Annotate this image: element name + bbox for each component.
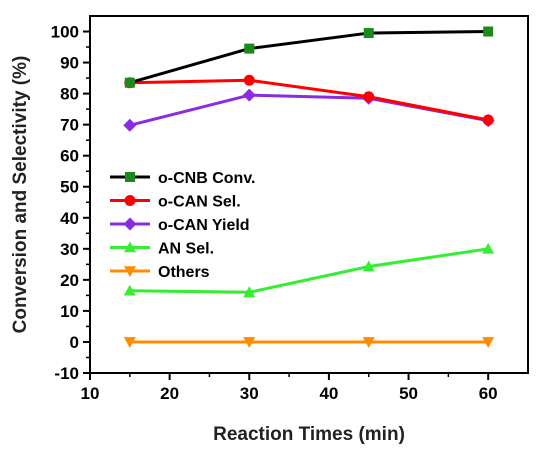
legend-marker-1 <box>124 195 136 206</box>
plot-frame <box>89 15 529 374</box>
y-tick-label-7: 60 <box>60 147 79 166</box>
legend-marker-3 <box>124 241 136 253</box>
y-tick-label-10: 90 <box>60 54 79 73</box>
series-2-point-0 <box>123 118 137 132</box>
series-0-point-3 <box>483 26 494 37</box>
series-1-point-1 <box>243 74 255 86</box>
y-tick-label-2: 10 <box>60 302 79 321</box>
legend-label-4: Others <box>158 264 210 281</box>
legend-marker-4 <box>124 266 136 277</box>
y-tick-label-4: 30 <box>60 240 79 259</box>
legend-label-1: o-CAN Sel. <box>158 194 241 211</box>
legend: o-CNB Conv. o-CAN Sel. o-CAN Yield AN Sel. O… <box>110 170 255 281</box>
x-tick-label-4: 50 <box>399 384 418 403</box>
y-axis-title: Conversion and Selectivity (%) <box>10 56 31 334</box>
legend-label-2: o-CAN Yield <box>158 217 250 234</box>
legend-marker-0 <box>125 172 135 182</box>
y-tick-label-8: 70 <box>60 116 79 135</box>
series-3-point-1 <box>243 286 256 298</box>
series-0-point-2 <box>363 28 374 39</box>
series-3-point-2 <box>362 260 375 272</box>
x-axis-title: Reaction Times (min) <box>213 424 405 445</box>
y-tick-label-3: 20 <box>60 271 79 290</box>
legend-label-0: o-CNB Conv. <box>158 170 255 187</box>
series-line-0 <box>129 30 489 85</box>
series-4-point-3 <box>482 337 495 348</box>
plot-marks <box>123 26 495 348</box>
series-line-3 <box>129 247 489 294</box>
series-line-1 <box>129 78 489 122</box>
series-3-point-3 <box>482 242 495 254</box>
y-tick-label-5: 40 <box>60 209 79 228</box>
series-1-point-3 <box>482 114 494 126</box>
series-2-point-1 <box>242 88 256 102</box>
axes: 10 20 30 40 50 60 -10 0 10 20 30 40 50 60 70 80 90 100 <box>51 23 498 403</box>
x-tick-label-0: 10 <box>81 384 100 403</box>
series-4-point-2 <box>362 337 375 348</box>
series-0-point-0 <box>124 77 135 88</box>
series-4-point-0 <box>123 337 136 348</box>
y-tick-label-9: 80 <box>60 85 79 104</box>
series-1-point-2 <box>363 91 375 103</box>
y-tick-label-0: -10 <box>54 364 79 383</box>
legend-marker-2 <box>123 217 137 231</box>
y-tick-label-6: 50 <box>60 178 79 197</box>
x-tick-label-5: 60 <box>479 384 498 403</box>
y-tick-label-11: 100 <box>51 23 79 42</box>
series-3-point-0 <box>123 284 136 296</box>
series-0-point-1 <box>244 43 255 54</box>
x-tick-label-3: 40 <box>319 384 338 403</box>
y-tick-label-1: 0 <box>70 333 79 352</box>
series-4-point-1 <box>243 337 256 348</box>
x-tick-label-2: 30 <box>240 384 259 403</box>
legend-label-3: AN Sel. <box>158 241 214 258</box>
x-tick-label-1: 20 <box>160 384 179 403</box>
